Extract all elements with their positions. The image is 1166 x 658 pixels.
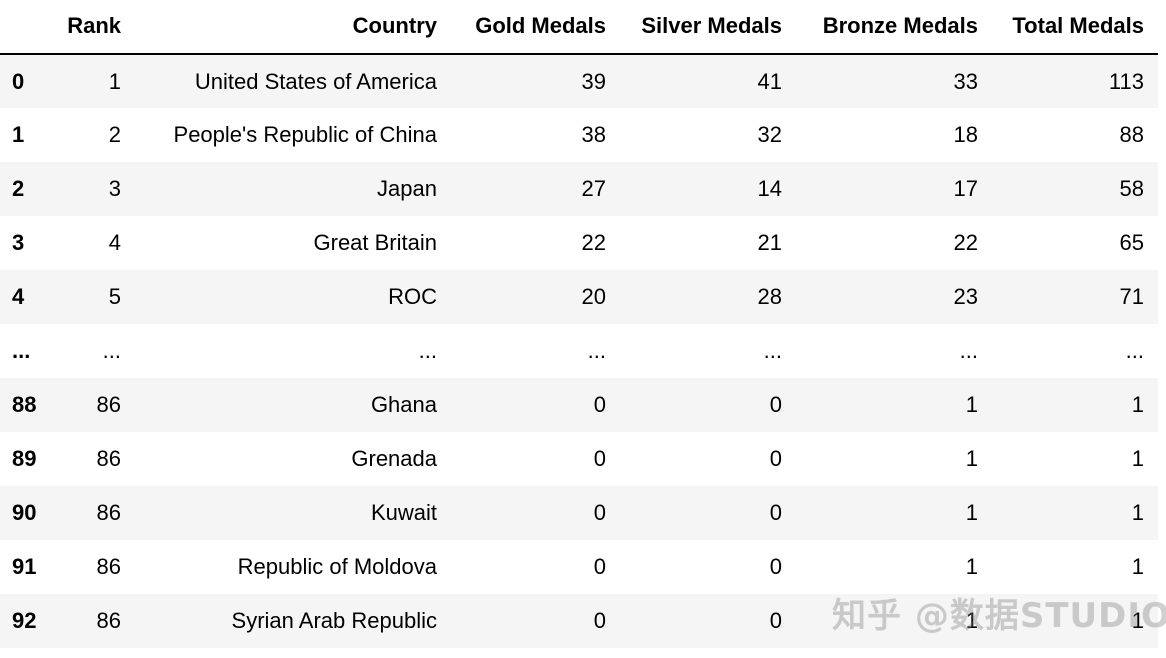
gold-medals-cell: 0 [593,446,606,471]
dataframe-table: Rank Country Gold Medals Silver Medals B… [0,0,1158,648]
total-medals-cell: 88 [1119,122,1144,147]
header-country: Country [135,0,451,55]
gold-medals-cell: 22 [581,230,606,255]
silver-medals-cell: 28 [757,284,782,309]
country-cell: Kuwait [370,500,437,525]
table-row: 91 86 Republic of Moldova 0 0 1 1 [0,540,1158,594]
gold-medals-cell: 0 [593,500,606,525]
total-medals-cell: 1 [1131,608,1144,633]
table-row: 90 86 Kuwait 0 0 1 1 [0,486,1158,540]
row-index: 88 [12,392,37,417]
total-medals-cell: 65 [1119,230,1144,255]
table-body: 0 1 United States of America 39 41 33 113 1 2 Peo… [0,54,1158,648]
country-cell: ROC [388,284,437,309]
row-index: 90 [12,500,37,525]
gold-medals-cell: 20 [581,284,606,309]
table-row: ..................... [0,324,1158,378]
rank-cell: 86 [96,500,121,525]
country-cell: People's Republic of China [173,122,437,147]
header-rank: Rank [50,0,135,55]
rank-cell: 2 [108,122,121,147]
silver-medals-cell: 21 [757,230,782,255]
row-index: 92 [12,608,37,633]
total-medals-cell: 1 [1131,554,1144,579]
bronze-medals-cell: 17 [953,176,978,201]
rank-cell: 86 [96,446,121,471]
rank-cell: 5 [108,284,121,309]
row-index: ... [12,338,31,363]
country-cell: United States of America [194,68,437,94]
row-index: 2 [12,176,25,201]
bronze-medals-cell: 1 [965,500,978,525]
table-row: 89 86 Grenada 0 0 1 1 [0,432,1158,486]
gold-medals-cell: 38 [581,122,606,147]
row-index: 89 [12,446,37,471]
header-bronze-medals: Bronze Medals [796,0,992,55]
country-cell: Ghana [370,392,437,417]
country-cell: ... [418,338,437,363]
row-index: 4 [12,284,25,309]
header-row: Rank Country Gold Medals Silver Medals B… [0,0,1158,55]
silver-medals-cell: 14 [757,176,782,201]
bronze-medals-cell: 1 [965,554,978,579]
header-index [0,0,50,55]
silver-medals-cell: 0 [769,500,782,525]
bronze-medals-cell: 1 [965,392,978,417]
bronze-medals-cell: 22 [953,230,978,255]
bronze-medals-cell: 1 [965,608,978,633]
table-row: 3 4 Great Britain 22 21 22 65 [0,216,1158,270]
silver-medals-cell: 0 [769,608,782,633]
table-row: 4 5 ROC 20 28 23 71 [0,270,1158,324]
country-cell: Japan [377,176,437,201]
total-medals-cell: 1 [1131,446,1144,471]
gold-medals-cell: 0 [593,554,606,579]
rank-cell: 1 [108,68,121,94]
total-medals-cell: 113 [1108,68,1144,94]
table-row: 2 3 Japan 27 14 17 58 [0,162,1158,216]
total-medals-cell: 71 [1119,284,1144,309]
country-cell: Great Britain [313,230,438,255]
rank-cell: 3 [108,176,121,201]
bronze-medals-cell: 23 [953,284,978,309]
rank-cell: 4 [108,230,121,255]
row-index: 0 [12,68,25,94]
table-row: 88 86 Ghana 0 0 1 1 [0,378,1158,432]
rank-cell: ... [102,338,121,363]
silver-medals-cell: 32 [757,122,782,147]
silver-medals-cell: 0 [769,446,782,471]
header-gold-medals: Gold Medals [451,0,620,55]
total-medals-cell: 1 [1131,392,1144,417]
table-row: 92 86 Syrian Arab Republic 0 0 1 1 [0,594,1158,648]
rank-cell: 86 [96,554,121,579]
silver-medals-cell: 41 [757,68,782,94]
country-cell: Syrian Arab Republic [231,608,437,633]
row-index: 3 [12,230,25,255]
gold-medals-cell: ... [587,338,606,363]
rank-cell: 86 [96,608,121,633]
rank-cell: 86 [96,392,121,417]
silver-medals-cell: 0 [769,554,782,579]
total-medals-cell: 1 [1131,500,1144,525]
gold-medals-cell: 0 [593,608,606,633]
gold-medals-cell: 27 [581,176,606,201]
gold-medals-cell: 0 [593,392,606,417]
table-row: 0 1 United States of America 39 41 33 113 [0,54,1158,108]
table-header: Rank Country Gold Medals Silver Medals B… [0,0,1158,55]
gold-medals-cell: 39 [581,68,606,94]
bronze-medals-cell: 18 [953,122,978,147]
total-medals-cell: 58 [1119,176,1144,201]
total-medals-cell: ... [1125,338,1144,363]
row-index: 1 [12,122,25,147]
bronze-medals-cell: 1 [965,446,978,471]
bronze-medals-cell: 33 [953,68,978,94]
country-cell: Grenada [351,446,437,471]
silver-medals-cell: 0 [769,392,782,417]
bronze-medals-cell: ... [959,338,978,363]
header-total-medals: Total Medals [992,0,1158,55]
table-row: 1 2 People's Republic of China 38 32 18 88 [0,108,1158,162]
header-silver-medals: Silver Medals [620,0,796,55]
silver-medals-cell: ... [763,338,782,363]
country-cell: Republic of Moldova [237,554,437,579]
row-index: 91 [12,554,37,579]
